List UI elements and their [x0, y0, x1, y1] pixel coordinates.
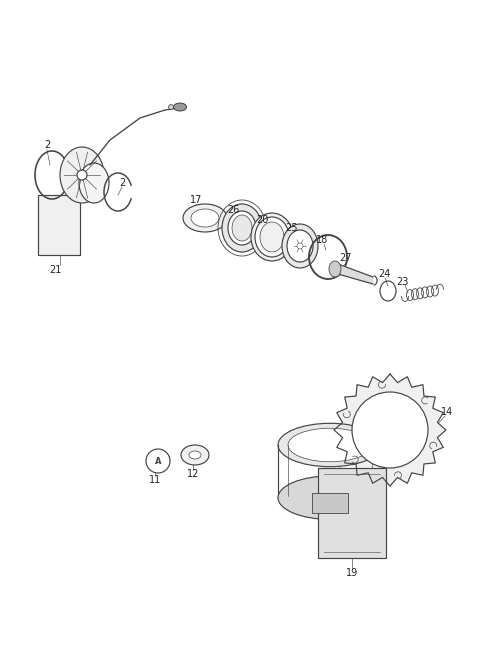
Ellipse shape	[181, 445, 209, 465]
Circle shape	[297, 243, 303, 249]
Ellipse shape	[251, 213, 293, 261]
Ellipse shape	[189, 451, 201, 459]
Text: 14: 14	[441, 407, 453, 417]
Ellipse shape	[329, 261, 341, 277]
Polygon shape	[338, 264, 373, 284]
Text: A: A	[155, 457, 161, 466]
Text: 19: 19	[346, 568, 358, 578]
Ellipse shape	[278, 423, 382, 466]
Circle shape	[352, 392, 428, 468]
Text: 25: 25	[286, 223, 298, 233]
Ellipse shape	[79, 163, 109, 203]
Text: 17: 17	[190, 195, 202, 205]
Ellipse shape	[228, 211, 256, 245]
Ellipse shape	[222, 204, 262, 252]
Polygon shape	[334, 374, 446, 486]
Bar	[38, 195, 80, 255]
Text: 20: 20	[256, 215, 268, 225]
Text: 2: 2	[119, 178, 125, 188]
Ellipse shape	[232, 215, 252, 241]
Ellipse shape	[287, 230, 313, 262]
Ellipse shape	[255, 217, 289, 257]
Circle shape	[146, 449, 170, 473]
Ellipse shape	[282, 224, 318, 268]
Text: 2: 2	[44, 140, 50, 150]
Bar	[312, 493, 348, 513]
Text: 23: 23	[396, 277, 408, 287]
Ellipse shape	[288, 428, 372, 462]
Text: 18: 18	[316, 235, 328, 245]
Bar	[318, 468, 386, 558]
Text: 27: 27	[339, 253, 351, 263]
Text: 26: 26	[227, 205, 239, 215]
Text: 21: 21	[49, 265, 61, 275]
Ellipse shape	[183, 204, 227, 232]
Ellipse shape	[168, 104, 173, 110]
Text: 11: 11	[149, 475, 161, 485]
Text: 12: 12	[187, 469, 199, 479]
Ellipse shape	[278, 476, 382, 520]
Circle shape	[77, 170, 87, 180]
Ellipse shape	[173, 103, 187, 111]
Ellipse shape	[260, 222, 284, 252]
Ellipse shape	[191, 209, 219, 227]
Ellipse shape	[60, 147, 104, 203]
Text: 24: 24	[378, 269, 390, 279]
